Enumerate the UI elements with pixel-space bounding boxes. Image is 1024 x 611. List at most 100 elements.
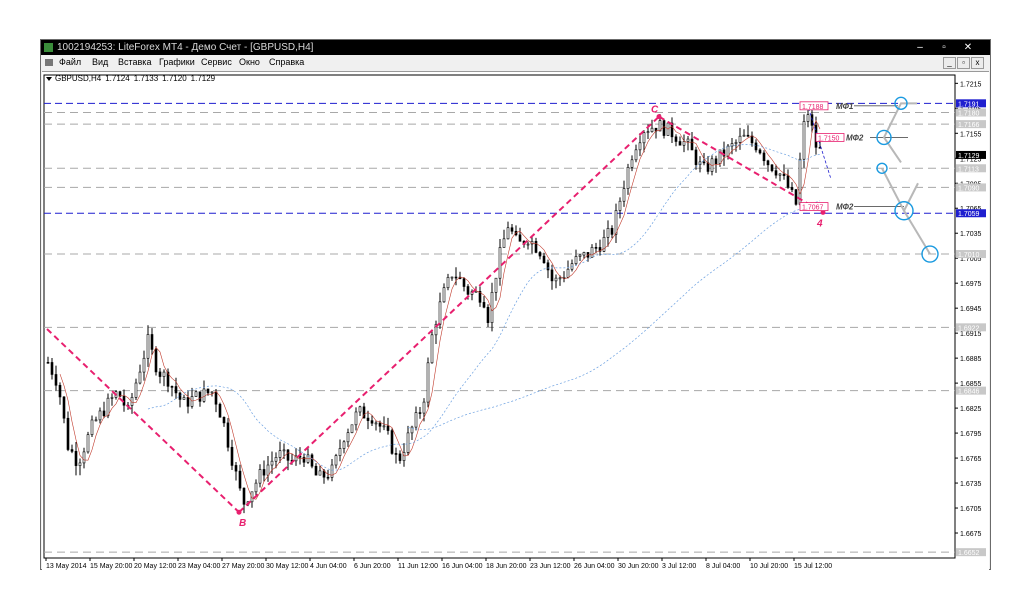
candle-body — [350, 424, 354, 433]
level-price-box — [956, 99, 986, 108]
candle-body — [386, 425, 390, 431]
candle-body — [430, 334, 434, 364]
x-tick-label: 15 May 20:00 — [90, 563, 133, 570]
target-price-label: 1.7188 — [802, 104, 824, 111]
price-chart[interactable]: 1.72151.71851.71551.71251.70951.70651.70… — [42, 72, 989, 570]
menu-bar: Файл Вид Вставка Графики Сервис Окно Спр… — [41, 55, 990, 70]
projection-circle — [876, 129, 892, 146]
candle-body — [214, 391, 218, 405]
candle-body — [82, 451, 86, 464]
candle-body — [102, 410, 106, 417]
candle-body — [450, 276, 454, 279]
candle-body — [446, 277, 450, 289]
candle-body — [302, 456, 306, 463]
x-tick-label: 30 Jun 20:00 — [618, 563, 659, 570]
candle-body — [706, 162, 710, 172]
candle-body — [734, 142, 738, 144]
ma-mid-line — [147, 144, 821, 471]
target-price-box — [799, 202, 829, 211]
close-icon[interactable]: ✕ — [963, 42, 973, 53]
x-tick-label: 6 Jun 20:00 — [354, 563, 391, 570]
candle-body — [398, 453, 402, 461]
candle-body — [558, 277, 562, 280]
candle-body — [602, 236, 606, 252]
minimize-icon[interactable]: – — [917, 42, 923, 53]
candle-body — [662, 120, 666, 136]
chart-close-icon[interactable]: x — [971, 57, 984, 69]
candle-body — [222, 416, 226, 424]
candle-body — [774, 170, 778, 176]
chart-restore-icon[interactable]: ▫ — [957, 57, 970, 69]
maximize-icon[interactable]: ▫ — [942, 42, 946, 53]
candle-body — [466, 286, 470, 295]
target-price-box — [799, 101, 829, 111]
candle-body — [434, 324, 438, 336]
chart-area[interactable]: 1.72151.71851.71551.71251.70951.70651.70… — [42, 71, 989, 570]
candle-body — [182, 397, 186, 400]
candle-body — [314, 465, 318, 476]
candle-body — [770, 164, 774, 171]
candle-body — [490, 291, 494, 323]
level-price-box — [956, 209, 986, 218]
candle-body — [194, 391, 198, 397]
wave-point-marker — [236, 509, 242, 515]
x-tick-label: 27 May 20:00 — [222, 563, 265, 570]
candle-body — [518, 234, 522, 242]
candle-body — [70, 449, 74, 452]
candle-body — [670, 122, 674, 138]
candle-body — [274, 457, 278, 462]
candle-body — [170, 386, 174, 388]
menu-item-view[interactable]: Вид — [92, 57, 109, 67]
candle-body — [550, 269, 554, 282]
candle-body — [310, 454, 314, 467]
y-tick-label: 1.6675 — [960, 531, 982, 538]
candle-body — [502, 238, 506, 248]
menu-item-window[interactable]: Окно — [239, 57, 260, 67]
x-tick-label: 15 Jul 12:00 — [794, 563, 832, 570]
candle-body — [442, 287, 446, 303]
candle-body — [426, 362, 430, 403]
candle-body — [746, 134, 750, 137]
y-tick-label: 1.6945 — [960, 306, 982, 313]
candle-body — [54, 374, 58, 386]
candle-body — [90, 419, 94, 435]
y-tick-label: 1.6885 — [960, 356, 982, 363]
level-price-label: 1.7166 — [958, 122, 980, 129]
candle-body — [154, 349, 158, 373]
chart-minimize-icon[interactable]: _ — [943, 57, 956, 69]
candle-body — [106, 397, 110, 417]
candle-body — [574, 256, 578, 264]
menu-item-file[interactable]: Файл — [59, 57, 82, 67]
chart-menu-icon[interactable] — [46, 76, 52, 81]
menu-item-insert[interactable]: Вставка — [118, 57, 152, 67]
candle-body — [178, 392, 182, 400]
candle-body — [626, 167, 630, 189]
candle-body — [622, 188, 626, 202]
level-price-label: 1.6652 — [958, 550, 980, 557]
target-tag: МФ2 — [836, 203, 854, 212]
candle-body — [714, 158, 718, 164]
candle-body — [614, 210, 618, 235]
target-tag: МФ2 — [846, 133, 864, 142]
level-price-box — [956, 120, 986, 129]
candle-body — [78, 462, 82, 466]
candle-body — [330, 464, 334, 478]
candle-body — [630, 159, 634, 168]
candle-body — [538, 252, 542, 257]
chart-open: 1.7124 — [105, 74, 130, 83]
candle-body — [742, 134, 746, 137]
x-tick-label: 13 May 2014 — [46, 563, 87, 570]
candle-body — [606, 228, 610, 238]
menu-item-tools[interactable]: Сервис — [201, 57, 232, 67]
wave-point-marker — [820, 209, 826, 215]
projection-circle — [921, 245, 939, 263]
candle-body — [258, 469, 262, 484]
candle-body — [498, 247, 502, 279]
candle-body — [754, 142, 758, 151]
candle-body — [134, 382, 138, 398]
menu-item-help[interactable]: Справка — [269, 57, 305, 67]
candle-body — [782, 173, 786, 176]
candle-body — [242, 487, 246, 505]
menu-item-charts[interactable]: Графики — [159, 57, 195, 67]
wave-line — [658, 115, 824, 214]
